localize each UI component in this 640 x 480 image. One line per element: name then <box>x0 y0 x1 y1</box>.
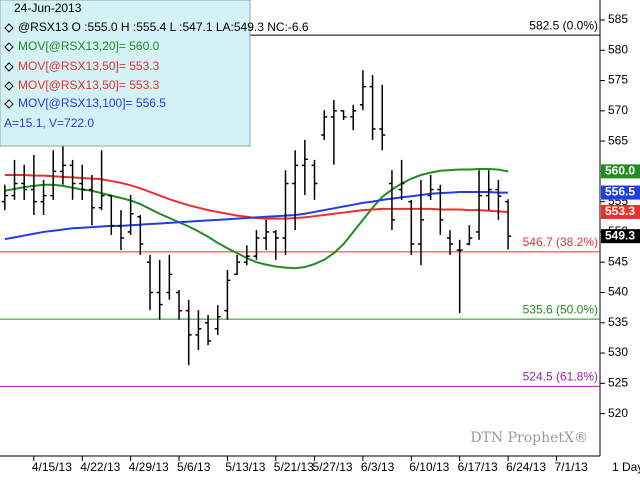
legend-box <box>0 0 251 147</box>
value-box <box>601 185 640 200</box>
legend-diamond <box>4 23 14 33</box>
x-tick-label: 4/22/13 <box>80 460 120 474</box>
legend-text: MOV[@RSX13,20]= 560.0 <box>18 39 160 53</box>
watermark: DTN ProphetX® <box>470 430 588 446</box>
y-tick-label: 570 <box>608 103 628 117</box>
level-label: 582.5 (0.0%) <box>529 18 598 32</box>
x-tick-label: 6/17/13 <box>458 460 498 474</box>
y-tick-label: 545 <box>608 254 628 268</box>
y-tick-label: 530 <box>608 345 628 359</box>
legend-diamond <box>4 42 14 52</box>
value-box-label: 549.3 <box>605 228 635 242</box>
x-tick-label: 6/24/13 <box>506 460 546 474</box>
legend-text: A=15.1, V=722.0 <box>4 116 94 130</box>
y-tick-label: 565 <box>608 133 628 147</box>
y-tick-label: 525 <box>608 376 628 390</box>
x-tick-label: 6/10/13 <box>409 460 449 474</box>
y-tick-label: 585 <box>608 12 628 26</box>
legend-text: 24-Jun-2013 <box>14 1 82 15</box>
y-tick-label: 580 <box>608 42 628 56</box>
value-box <box>601 164 640 179</box>
level-label: 535.6 (50.0%) <box>523 302 598 316</box>
legend-diamond <box>4 62 14 72</box>
x-tick-label: 4/29/13 <box>129 460 169 474</box>
x-unit-label: 1 Day <box>612 460 640 474</box>
x-tick-label: 5/6/13 <box>177 460 211 474</box>
legend-text: MOV[@RSX13,50]= 553.3 <box>18 78 160 92</box>
value-box <box>601 204 640 219</box>
level-label: 524.5 (61.8%) <box>523 370 598 384</box>
value-box-label: 556.5 <box>605 185 635 199</box>
level-label: 546.7 (38.2%) <box>523 235 598 249</box>
moving-average-line <box>4 167 509 270</box>
legend-text: MOV[@RSX13,100]= 556.5 <box>18 96 166 110</box>
x-tick-label: 6/3/13 <box>361 460 395 474</box>
x-tick-label: 4/15/13 <box>32 460 72 474</box>
value-box-label: 553.3 <box>605 204 635 218</box>
legend-diamond <box>4 99 14 109</box>
y-tick-label: 540 <box>608 285 628 299</box>
value-box <box>601 229 640 244</box>
value-box-label: 560.0 <box>605 164 635 178</box>
moving-average-line <box>4 190 509 241</box>
x-tick-label: 5/21/13 <box>274 460 314 474</box>
legend-text: @RSX13 O :555.0 H :555.4 L :547.1 LA:549… <box>18 20 309 34</box>
legend-text: MOV[@RSX13,50]= 553.3 <box>18 59 160 73</box>
y-tick-label: 535 <box>608 315 628 329</box>
y-tick-label: 520 <box>608 406 628 420</box>
x-tick-label: 7/1/13 <box>554 460 588 474</box>
x-tick-label: 5/27/13 <box>313 460 353 474</box>
y-tick-label: 575 <box>608 73 628 87</box>
legend-diamond <box>4 81 14 91</box>
x-tick-label: 5/13/13 <box>225 460 265 474</box>
